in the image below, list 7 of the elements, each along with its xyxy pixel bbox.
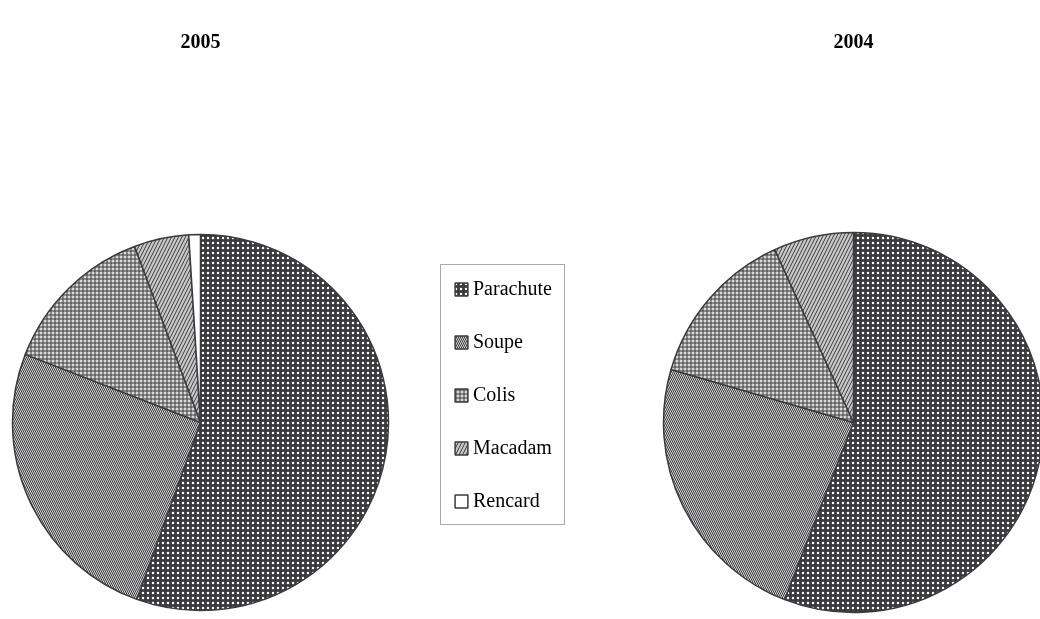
legend-label: Rencard — [473, 489, 540, 512]
chart-title: 2005 — [180, 29, 221, 52]
legend-label: Macadam — [473, 436, 552, 459]
legend-label: Parachute — [473, 277, 552, 300]
legend-label: Soupe — [473, 330, 523, 353]
legend-label: Colis — [473, 383, 516, 406]
chart-title: 2004 — [833, 29, 874, 52]
